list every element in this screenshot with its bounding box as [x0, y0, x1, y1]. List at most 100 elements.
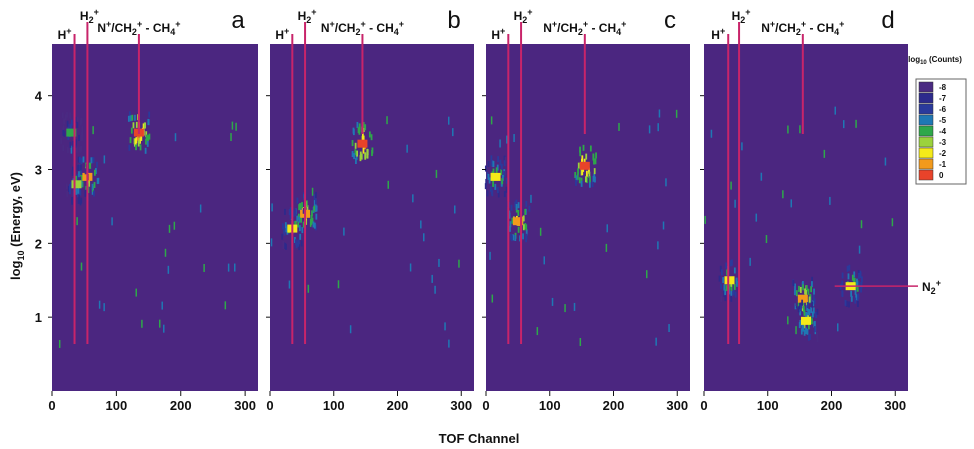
- noise-streak: [855, 119, 857, 128]
- panel-a: H+ H2+N+/CH2+ - CH4+ a 0 100 200 300 1 2 3 4: [35, 7, 258, 413]
- colorbar-frame: [915, 78, 967, 185]
- noise-streak: [675, 109, 678, 118]
- noise-streak: [662, 221, 665, 230]
- x-tick-label: 200: [170, 398, 192, 413]
- count-cluster: [574, 144, 597, 188]
- noise-streak: [203, 263, 205, 272]
- noise-streak: [665, 178, 667, 187]
- x-tick-label: 200: [387, 398, 409, 413]
- count-cluster: [281, 207, 305, 251]
- noise-streak: [490, 116, 493, 125]
- noise-streak: [173, 221, 176, 230]
- colorbar-level-label: -1: [939, 160, 947, 169]
- noise-streak: [860, 220, 863, 229]
- noise-streak: [231, 121, 234, 130]
- noise-streak: [420, 220, 422, 229]
- noise-streak: [730, 181, 732, 190]
- colorbar-legend: log10 (Counts) -8 -7 -6 -5 -4 -3 -2 -1 0: [908, 55, 967, 185]
- noise-streak: [307, 284, 310, 293]
- noise-streak: [447, 116, 450, 125]
- x-tick-label: 0: [700, 398, 707, 413]
- noise-streak: [543, 256, 546, 265]
- x-tick-label: 300: [666, 398, 688, 413]
- cluster-peak: [801, 316, 811, 325]
- colorbar-swatch: [918, 147, 934, 159]
- y-axis-label: log10 (Energy, eV): [8, 172, 26, 280]
- y-tick-label: 1: [35, 310, 42, 325]
- cluster-peak: [512, 217, 523, 226]
- panel-d: H+ H2+ N+/CH2+ - CH4+ N2+ d 0 100 200 300: [700, 7, 941, 413]
- noise-streak: [444, 322, 446, 331]
- noise-streak: [111, 217, 113, 226]
- colorbar-level-label: -5: [939, 116, 947, 125]
- noise-streak: [168, 224, 171, 233]
- count-cluster: [351, 121, 374, 165]
- noise-streak: [787, 316, 789, 325]
- colorbar-level-label: -4: [939, 127, 947, 136]
- noise-streak: [438, 258, 440, 267]
- noise-streak: [458, 259, 460, 268]
- noise-streak: [230, 133, 232, 142]
- y-tick-label: 2: [35, 236, 42, 251]
- noise-streak: [734, 199, 736, 208]
- noise-streak: [842, 120, 845, 129]
- noise-streak: [103, 155, 106, 164]
- cluster-peak: [490, 172, 501, 181]
- colorbar-level-label: -2: [939, 149, 947, 158]
- noise-streak: [431, 274, 433, 283]
- noise-streak: [387, 180, 390, 189]
- x-tick-label: 0: [482, 398, 489, 413]
- noise-streak: [749, 257, 751, 266]
- noise-streak: [499, 139, 501, 148]
- noise-streak: [311, 187, 314, 196]
- ion-label-h: H+: [491, 26, 505, 42]
- noise-streak: [829, 196, 831, 205]
- noise-streak: [573, 302, 576, 311]
- colorbar-level-label: 0: [939, 171, 944, 180]
- noise-streak: [802, 301, 805, 310]
- noise-streak: [103, 303, 105, 312]
- noise-streak: [891, 218, 894, 227]
- noise-streak: [765, 235, 768, 244]
- noise-streak: [70, 145, 73, 154]
- cluster-peak: [797, 294, 808, 303]
- panel-letter: d: [881, 7, 894, 34]
- noise-streak: [704, 215, 706, 224]
- noise-streak: [409, 263, 412, 272]
- noise-streak: [506, 135, 508, 144]
- noise-streak: [655, 337, 657, 346]
- colorbar-swatch: [918, 103, 934, 115]
- colorbar-swatch: [918, 114, 934, 126]
- noise-streak: [618, 122, 620, 131]
- x-tick-label: 200: [821, 398, 843, 413]
- noise-streak: [646, 270, 648, 279]
- colorbar-swatch: [918, 136, 934, 148]
- noise-streak: [234, 263, 236, 272]
- noise-streak: [489, 251, 491, 260]
- noise-streak: [235, 122, 237, 131]
- panel-letter: b: [447, 7, 460, 34]
- noise-streak: [412, 194, 414, 203]
- noise-streak: [288, 280, 291, 289]
- noise-streak: [452, 128, 454, 137]
- noise-streak: [167, 265, 170, 274]
- noise-streak: [530, 194, 532, 203]
- noise-streak: [141, 319, 143, 328]
- noise-streak: [227, 263, 230, 272]
- noise-streak: [337, 280, 340, 289]
- colorbar-title: log10 (Counts): [908, 55, 962, 66]
- colorbar-swatch: [918, 169, 934, 181]
- noise-streak: [448, 339, 450, 348]
- noise-streak: [884, 157, 887, 166]
- ion-label-n-ch2-ch4: N+/CH2+ - CH4+: [761, 19, 844, 37]
- noise-streak: [92, 126, 94, 135]
- colorbar-swatch: [918, 92, 934, 104]
- count-cluster: [795, 299, 819, 342]
- panel-letter: a: [231, 7, 245, 34]
- noise-streak: [823, 149, 826, 158]
- noise-streak: [799, 125, 801, 134]
- noise-streak: [760, 172, 763, 181]
- y-tick-label: 4: [35, 89, 43, 104]
- ion-label-h2: H2+: [732, 7, 751, 25]
- ion-label-n-ch2-ch4: N+/CH2+ - CH4+: [321, 19, 404, 37]
